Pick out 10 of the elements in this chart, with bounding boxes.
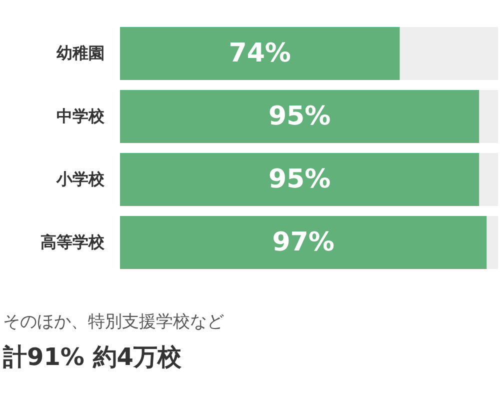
y-tick-label: 中学校	[56, 106, 106, 126]
data-label: 74%	[228, 38, 291, 68]
data-label: 97%	[272, 228, 334, 258]
data-label: 95%	[268, 102, 331, 132]
y-tick-label: 高等学校	[40, 232, 106, 252]
data-label: 95%	[268, 164, 331, 194]
text: そのほか、特別支援学校など	[3, 312, 224, 332]
text: 計91% 約4万校	[2, 343, 182, 371]
y-tick-label: 小学校	[56, 170, 106, 188]
y-tick-label: 幼稚園	[56, 44, 104, 62]
